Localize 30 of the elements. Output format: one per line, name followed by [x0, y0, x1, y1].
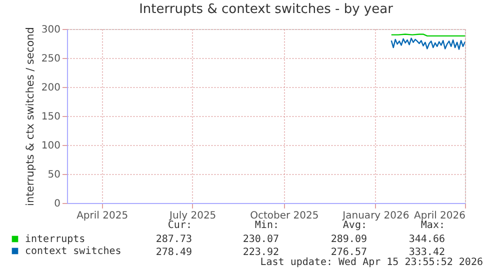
text: 287.73	[156, 234, 192, 245]
legend-label: interrupts	[25, 234, 86, 245]
legend-label: context switches	[25, 246, 122, 257]
y-tick-label: 200	[41, 82, 60, 94]
text: 223.92	[242, 247, 279, 258]
x-tick-label: April 2026	[414, 210, 466, 222]
text: Avg:	[342, 220, 367, 231]
text: Min:	[254, 220, 279, 231]
y-tick-label: 50	[48, 170, 60, 180]
text: Cur:	[168, 220, 192, 231]
chart-title: Interrupts & context switches - by year	[139, 2, 394, 17]
y-tick-label: 100	[41, 140, 60, 152]
line-series	[390, 38, 465, 50]
text: Max:	[420, 220, 445, 231]
text: 333.42	[408, 247, 445, 258]
text: 230.07	[242, 234, 279, 245]
text: 278.49	[156, 247, 192, 258]
y-tick-label: 300	[41, 24, 60, 36]
text: 289.09	[330, 234, 367, 245]
text: Last update: Wed Apr 15 23:55:52 2026	[260, 257, 483, 268]
y-tick-label: 0	[54, 198, 60, 210]
y-axis-title: interrupts & ctx switches / second	[24, 27, 36, 206]
y-tick-label: 250	[41, 54, 60, 64]
text: 276.57	[330, 247, 367, 258]
y-tick-label: 150	[41, 112, 60, 122]
x-tick-label: January 2026	[342, 210, 410, 222]
x-tick-label: April 2025	[76, 210, 128, 222]
text: 344.66	[408, 234, 445, 245]
x-tick-label: October 2025	[250, 210, 319, 222]
x-tick-label: July 2025	[168, 210, 216, 222]
